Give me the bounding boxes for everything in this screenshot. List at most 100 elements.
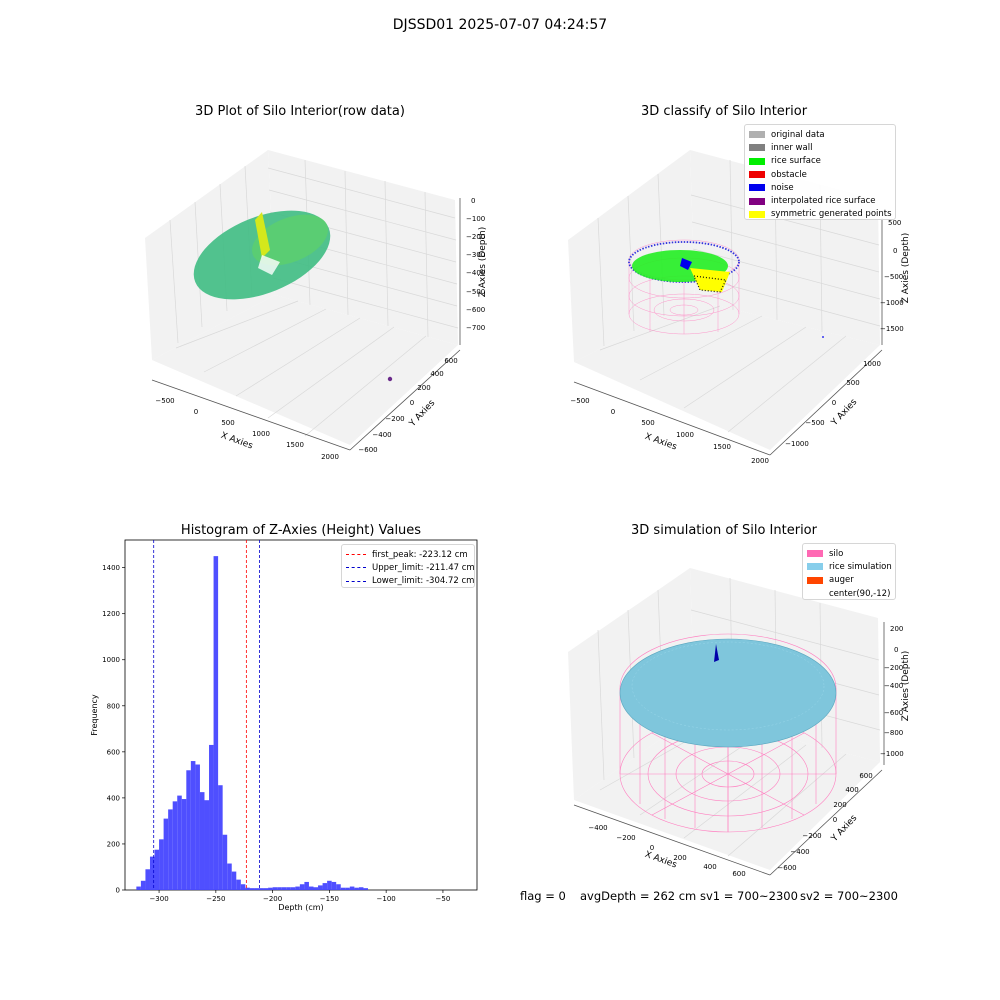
histogram-y-tick-label: 200 xyxy=(107,840,120,848)
raw-outlier-point xyxy=(387,376,393,382)
classify-plot-title: 3D classify of Silo Interior xyxy=(640,104,808,119)
raw-y-tick: 0 xyxy=(410,399,414,407)
histogram-y-tick-label: 1000 xyxy=(102,656,120,664)
simulation-y-tick: −200 xyxy=(802,832,821,840)
legend-label: inner wall xyxy=(771,142,813,153)
classify-z-tick: 0 xyxy=(893,247,897,255)
raw-pane-back xyxy=(268,150,458,345)
raw-point-cloud xyxy=(193,210,331,300)
legend-label: Upper_limit: -211.47 cm xyxy=(372,562,475,573)
classify-x-axis-line xyxy=(573,381,771,456)
classify-noise-outlier xyxy=(822,336,824,338)
stats-sv1: sv1 = 700~2300 xyxy=(700,889,798,903)
histogram-bar xyxy=(349,886,355,890)
simulation-rice-mesh xyxy=(631,641,825,731)
histogram-bar xyxy=(209,744,214,890)
histogram-bar xyxy=(172,801,178,890)
legend-line xyxy=(346,554,366,556)
raw-y-tick: −400 xyxy=(372,431,391,439)
histogram-bar xyxy=(304,881,309,890)
histogram-bar xyxy=(340,887,346,890)
legend-label: interpolated rice surface xyxy=(771,196,876,207)
histogram-y-tick-label: 0 xyxy=(116,887,120,895)
stats-sv2: sv2 = 700~2300 xyxy=(800,889,898,903)
raw-x-tick: 1000 xyxy=(252,430,270,438)
histogram-bar xyxy=(322,883,328,890)
legend-label: center(90,-12) xyxy=(829,588,891,599)
histogram-bar xyxy=(308,886,314,890)
raw-z-tick: −400 xyxy=(466,269,485,277)
simulation-z-tick: −1000 xyxy=(880,750,904,758)
histogram-bar xyxy=(286,887,291,890)
histogram-bar xyxy=(331,881,337,890)
histogram-bar xyxy=(213,556,219,890)
histogram-bars xyxy=(136,556,368,890)
histogram-bar xyxy=(236,879,241,890)
raw-x-tick: 2000 xyxy=(321,453,339,460)
classify-pane-floor xyxy=(574,300,880,450)
legend-swatch xyxy=(749,210,765,218)
histogram-bar xyxy=(318,885,323,890)
legend-label: rice surface xyxy=(771,156,821,167)
legend-line xyxy=(346,580,366,582)
simulation-x-label: X Axies xyxy=(643,850,678,871)
classify-x-tick: 500 xyxy=(641,419,654,427)
legend-swatch xyxy=(749,144,765,152)
raw-y-tick: 200 xyxy=(417,384,430,392)
histogram-x-tick-label: −50 xyxy=(436,895,451,903)
simulation-y-tick: −400 xyxy=(790,848,809,856)
histogram-legend-item: Upper_limit: -211.47 cm xyxy=(346,561,475,574)
legend-label: original data xyxy=(771,129,825,140)
histogram-bar xyxy=(299,884,305,890)
classify-z-tick: −500 xyxy=(884,273,903,281)
raw-z-tick: −100 xyxy=(466,215,485,223)
simulation-auger-marker xyxy=(714,644,719,662)
classify-x-tick: 2000 xyxy=(751,457,769,465)
simulation-x-tick: 400 xyxy=(703,863,716,871)
classify-x-tick: 0 xyxy=(611,408,615,416)
classify-noise-ring xyxy=(628,241,740,283)
simulation-legend-item: center(90,-12) xyxy=(807,587,891,600)
histogram-bar xyxy=(245,887,250,890)
raw-z-tick: −700 xyxy=(466,324,485,332)
histogram-bar xyxy=(204,800,210,890)
raw-x-tick: 500 xyxy=(221,419,234,427)
histogram-y-tick-label: 400 xyxy=(107,794,120,802)
raw-peak-highlight xyxy=(255,212,270,258)
raw-3d-plot: −500 0 500 1000 1500 2000 −600 −400 −200… xyxy=(145,150,488,460)
histogram-bar xyxy=(136,886,141,890)
simulation-rice-surface xyxy=(619,638,837,748)
histogram-bar xyxy=(231,871,237,890)
raw-z-tick: −300 xyxy=(466,251,485,259)
classify-legend-item: original data xyxy=(749,128,891,141)
histogram-x-tick-label: −300 xyxy=(149,895,168,903)
histogram-bar xyxy=(358,887,364,890)
histogram-x-tick-label: −200 xyxy=(263,895,282,903)
legend-swatch xyxy=(749,184,765,192)
simulation-x-tick: 600 xyxy=(732,870,745,878)
histogram-y-label: Frequency xyxy=(90,694,99,736)
simulation-legend-item: auger xyxy=(807,574,891,587)
classify-symmetric-points xyxy=(690,268,730,292)
simulation-y-tick: −600 xyxy=(777,864,796,872)
classify-pane-left xyxy=(568,150,695,362)
histogram-chart: −300 −250 −200 −150 −100 −50 0 200 400 600 800 100… xyxy=(90,539,478,912)
histogram-bar xyxy=(140,880,146,890)
raw-surface-blob-top xyxy=(252,214,328,266)
raw-x-tick: −500 xyxy=(155,397,174,405)
histogram-bar xyxy=(277,887,282,890)
histogram-bar xyxy=(149,856,155,890)
legend-swatch xyxy=(749,197,765,205)
histogram-bar xyxy=(168,809,173,890)
histogram-bar xyxy=(218,785,223,890)
histogram-bar xyxy=(295,886,300,890)
histogram-bar xyxy=(313,887,319,890)
classify-noise-cluster xyxy=(680,258,692,270)
classify-dark-points xyxy=(693,275,727,293)
classify-y-tick: −1000 xyxy=(785,440,809,448)
legend-label: rice simulation xyxy=(829,561,892,572)
legend-swatch xyxy=(807,550,823,558)
simulation-y-tick: 0 xyxy=(833,816,837,824)
raw-y-tick: −200 xyxy=(385,415,404,423)
histogram-y-tick-label: 800 xyxy=(107,702,120,710)
